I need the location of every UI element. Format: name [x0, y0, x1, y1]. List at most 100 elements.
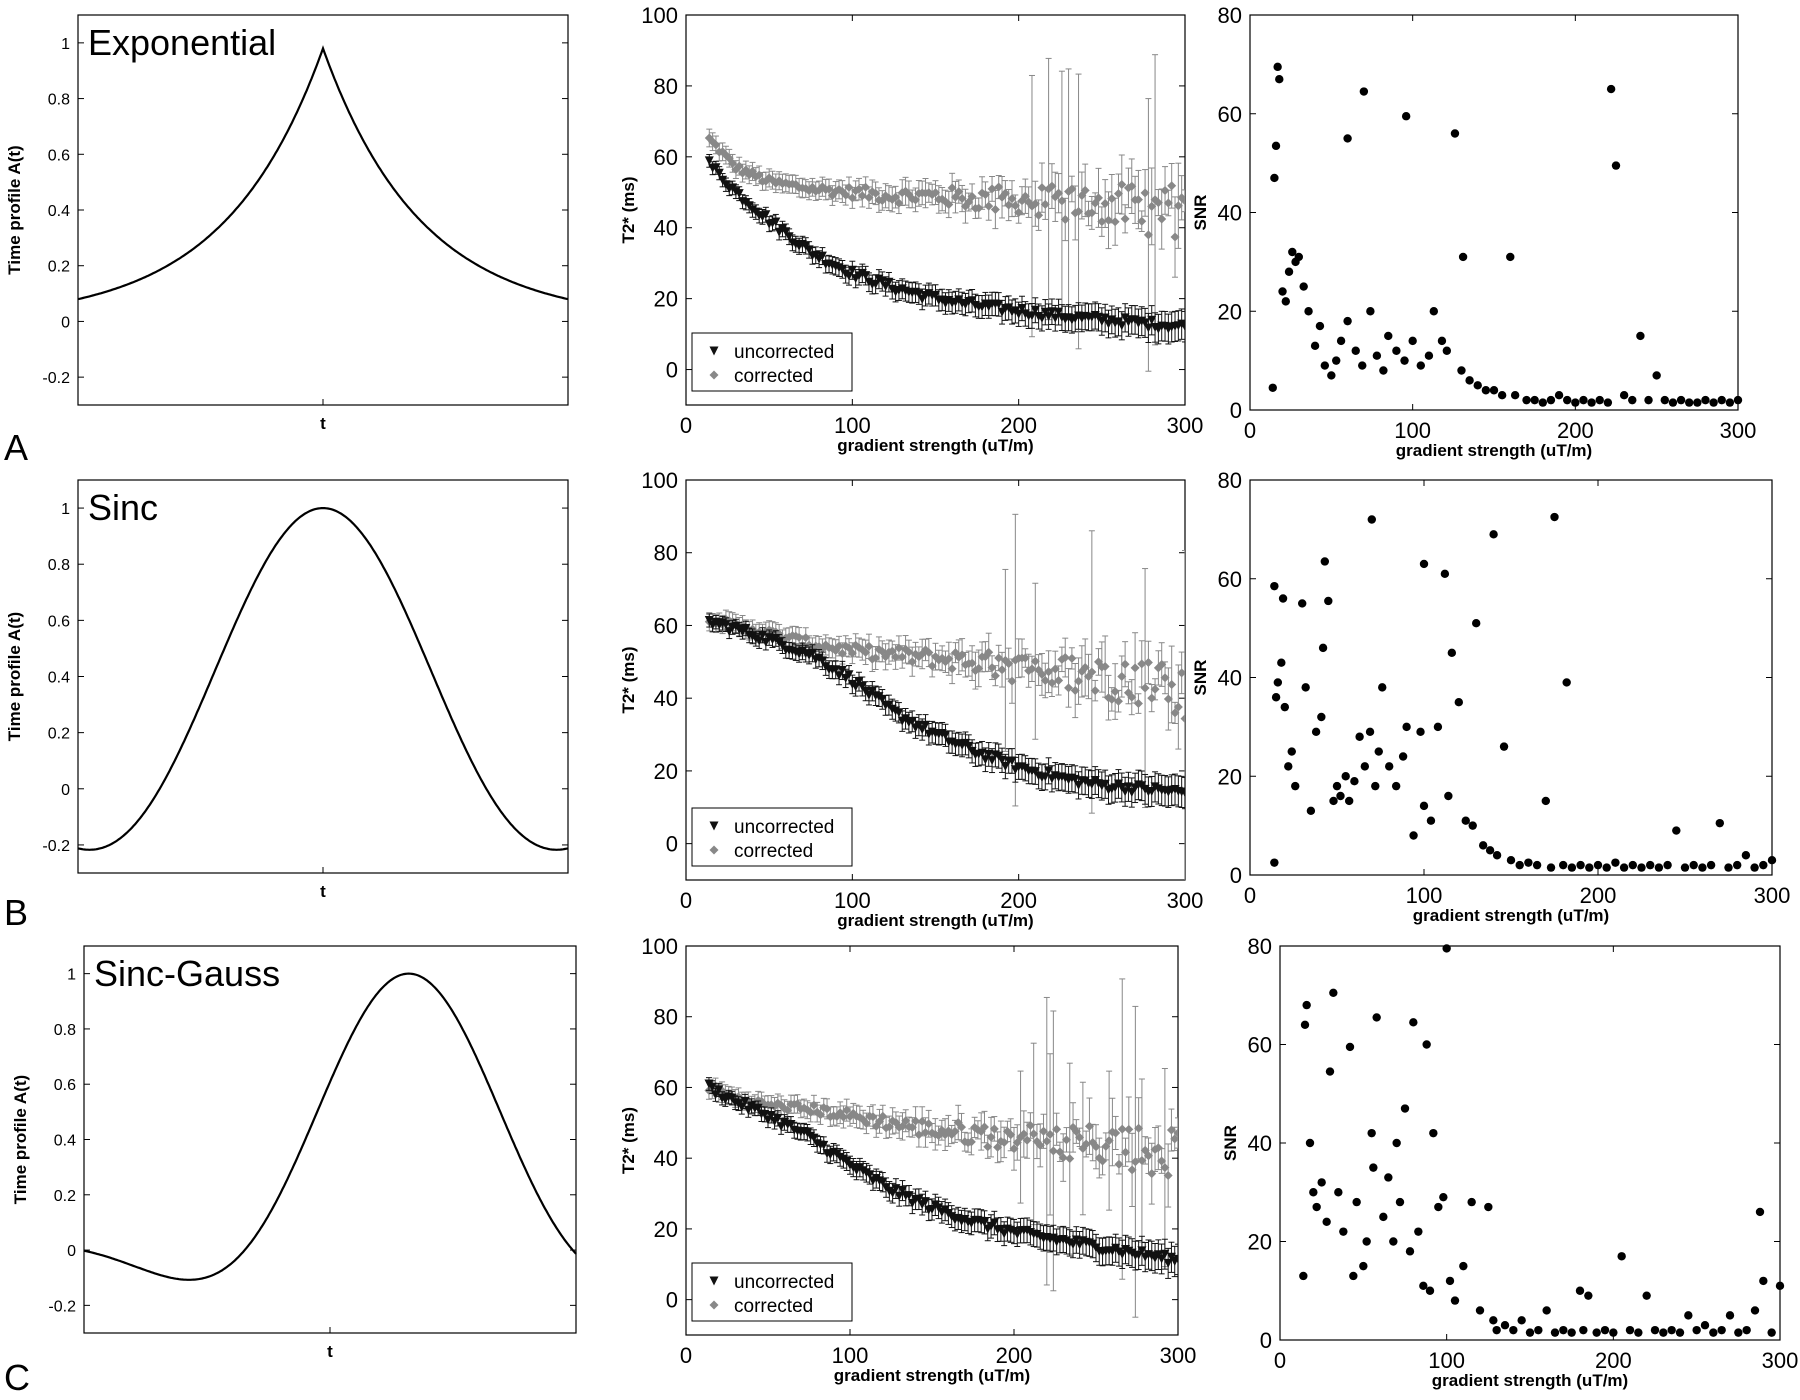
A-snr-point — [1320, 361, 1330, 370]
C-snr-point — [1742, 1325, 1751, 1335]
A-t2-point — [871, 188, 881, 198]
C-snr-point — [1579, 1325, 1588, 1335]
A-snr-ytick-label: 20 — [1218, 299, 1242, 324]
A-snr-point — [1450, 129, 1460, 138]
B-t2-legend-label: corrected — [734, 841, 813, 862]
A-t2-point — [884, 277, 894, 287]
B-snr-point — [1576, 860, 1585, 870]
C-t2-legend-box — [691, 1262, 853, 1322]
A-t2-point — [847, 265, 857, 275]
B-snr-point — [1298, 599, 1307, 608]
B-snr-ytick-label: 80 — [1218, 468, 1242, 493]
A-snr-point — [1506, 252, 1515, 262]
B-t2-point — [1064, 683, 1074, 693]
A-snr-point — [1310, 341, 1320, 351]
A-snr-point — [1281, 297, 1290, 306]
A-t2-point — [1050, 313, 1060, 323]
B-snr-point — [1562, 678, 1571, 687]
A-t2-point — [1180, 322, 1185, 332]
C-snr-point — [1542, 1306, 1551, 1315]
A-snr-point — [1685, 398, 1694, 407]
A-t2-xlabel: gradient strength (uT/m) — [837, 436, 1033, 455]
A-t2-point — [1180, 196, 1185, 206]
C-snr-point — [1395, 1197, 1405, 1207]
A-t2-point — [1100, 199, 1110, 209]
A-t2-point — [847, 193, 857, 203]
C-snr-point — [1759, 1276, 1768, 1286]
A-snr-point — [1359, 87, 1369, 96]
A-snr-point — [1437, 336, 1447, 346]
A-snr-point — [1522, 395, 1531, 405]
A-t2-point — [877, 277, 887, 287]
A-snr-point — [1268, 383, 1277, 392]
B-snr-ytick-label: 0 — [1230, 863, 1242, 888]
C-snr-point — [1379, 1212, 1388, 1222]
C-snr-point — [1325, 1067, 1335, 1076]
A-snr-point — [1660, 395, 1670, 405]
C-snr-ytick-label: 80 — [1248, 934, 1272, 959]
A-t2-point — [1097, 217, 1107, 227]
panel-label-b: B — [4, 892, 28, 933]
C-t2-point — [1006, 1130, 1016, 1140]
C-t2-point — [1114, 1159, 1124, 1169]
C-t2-point — [894, 1191, 904, 1201]
A-t2-point — [984, 201, 994, 211]
A-t2-point — [854, 184, 864, 194]
A-t2-point — [1140, 318, 1150, 328]
A-profile-ytick-label: 0.2 — [48, 259, 70, 276]
B-t2-xtick-label: 200 — [1000, 888, 1037, 913]
C-snr-point — [1309, 1188, 1318, 1197]
B-t2-point — [1130, 663, 1140, 673]
A-snr-point — [1701, 395, 1710, 405]
B-snr-point — [1499, 742, 1509, 751]
C-t2-point — [1071, 1126, 1081, 1136]
A-profile-frame — [77, 14, 569, 406]
A-snr-point — [1284, 267, 1294, 276]
B-t2-point — [1133, 699, 1143, 709]
B-snr-point — [1602, 863, 1611, 872]
A-snr-point — [1546, 395, 1556, 405]
B-t2-xtick-label: 300 — [1167, 888, 1204, 913]
A-snr-point — [1709, 398, 1718, 407]
A-snr-point — [1571, 398, 1580, 407]
C-t2-xtick-label: 0 — [680, 1343, 692, 1368]
C-snr-point — [1312, 1202, 1321, 1212]
B-t2-point — [964, 741, 974, 751]
C-t2-point — [1009, 1144, 1019, 1154]
B-snr-point — [1619, 863, 1629, 872]
B-t2-series-uncorrected — [704, 613, 1185, 810]
C-t2-point — [1153, 1143, 1163, 1153]
C-t2-point — [983, 1142, 993, 1152]
C-t2-point — [878, 1177, 888, 1187]
C-t2-legend: uncorrected corrected — [691, 1262, 853, 1322]
C-snr-point — [1609, 1328, 1618, 1337]
C-t2-legend-marker — [709, 1276, 719, 1286]
A-snr-chart: 0 20 40 60 80 0 100 200 300 gradient strength (uT… — [1191, 3, 1756, 460]
A-t2-point — [1177, 319, 1185, 329]
B-snr-point — [1341, 772, 1350, 781]
C-t2-xtick-label: 100 — [832, 1343, 869, 1368]
B-t2-point — [837, 648, 847, 658]
A-t2-point — [761, 210, 771, 220]
B-snr-frame — [1249, 479, 1773, 876]
A-t2-point — [987, 184, 997, 194]
A-t2-point — [704, 156, 714, 166]
B-t2-point — [1177, 668, 1185, 678]
A-t2-point — [1117, 179, 1127, 189]
C-t2-point — [907, 1122, 917, 1132]
C-t2-series-corrected — [704, 978, 1178, 1318]
C-t2-ytick-label: 40 — [654, 1146, 678, 1171]
C-snr-point — [1434, 1202, 1443, 1212]
A-snr-point — [1606, 84, 1616, 94]
C-snr-point — [1509, 1325, 1518, 1335]
C-snr-ytick-label: 20 — [1248, 1230, 1272, 1255]
C-snr-point — [1634, 1328, 1643, 1337]
A-t2-point — [844, 182, 854, 192]
A-t2-point — [1067, 184, 1077, 194]
C-t2-point — [707, 1082, 717, 1092]
B-snr-point — [1287, 747, 1296, 756]
A-snr-point — [1538, 398, 1548, 407]
B-t2-point — [987, 756, 997, 766]
C-snr-point — [1329, 988, 1338, 997]
C-t2-point — [1130, 1157, 1140, 1167]
